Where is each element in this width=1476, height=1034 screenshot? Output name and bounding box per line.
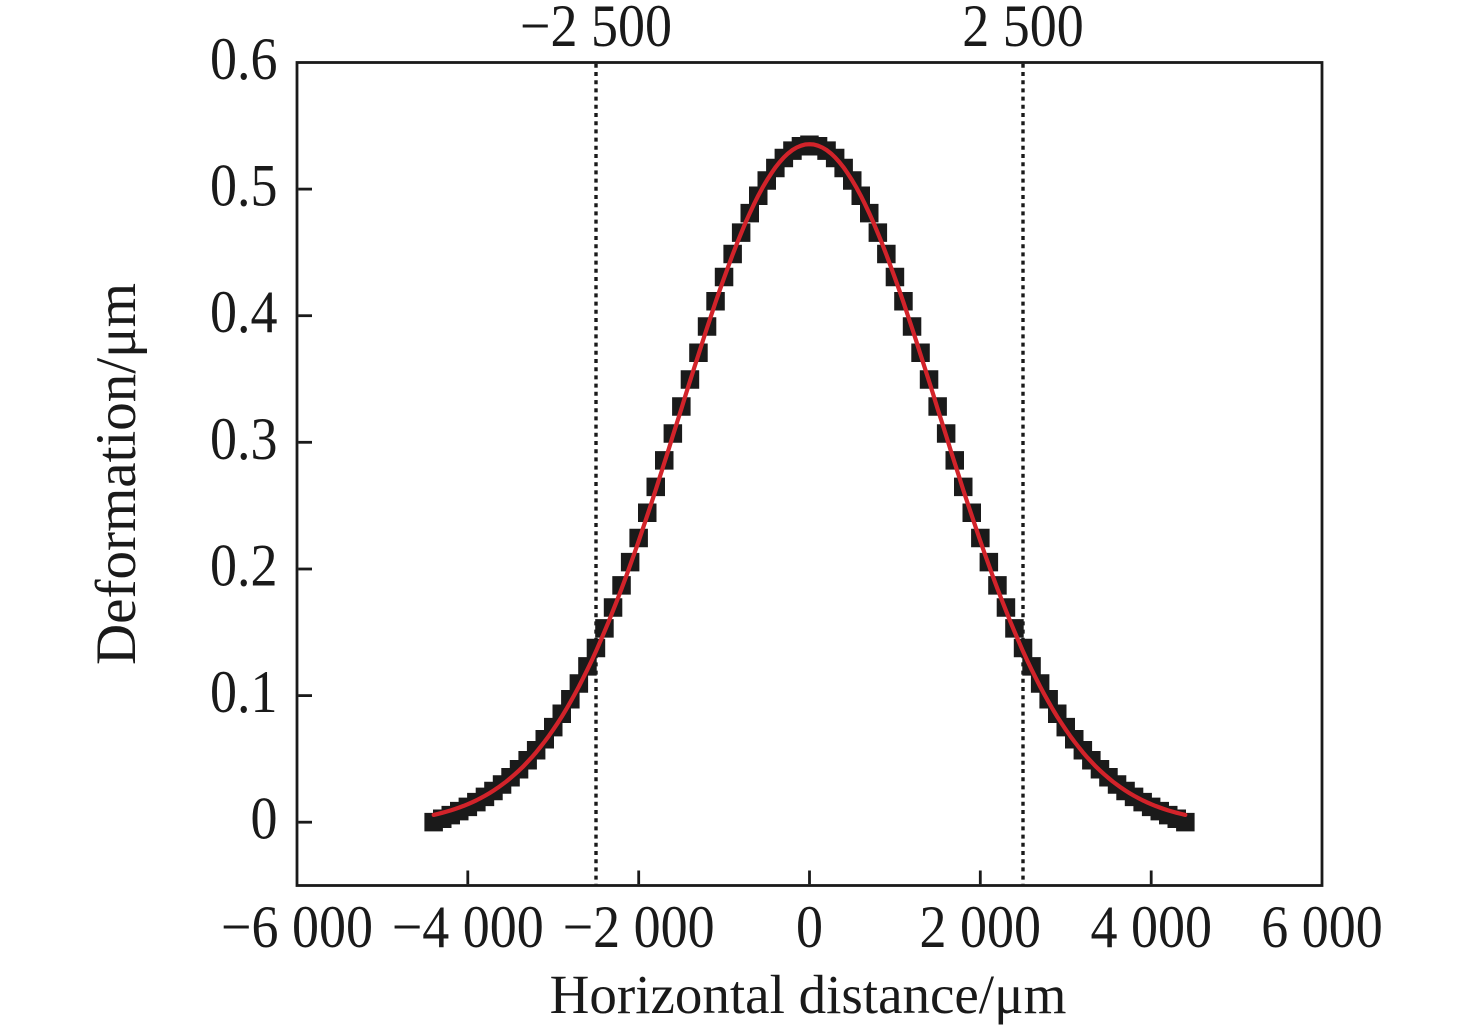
svg-text:−4 000: −4 000 (392, 894, 544, 960)
svg-text:Horizontal distance/μm: Horizontal distance/μm (550, 964, 1067, 1025)
svg-text:0.2: 0.2 (210, 533, 278, 599)
svg-text:0.3: 0.3 (210, 406, 278, 472)
svg-text:−2 500: −2 500 (520, 0, 672, 60)
svg-text:−6 000: −6 000 (221, 894, 373, 960)
svg-text:0.1: 0.1 (210, 659, 278, 725)
svg-text:6 000: 6 000 (1261, 894, 1382, 960)
svg-text:2 500: 2 500 (962, 0, 1083, 60)
svg-text:Deformation/μm: Deformation/μm (85, 283, 148, 665)
svg-text:−2 000: −2 000 (563, 894, 715, 960)
svg-text:0: 0 (796, 894, 823, 960)
svg-text:0.4: 0.4 (210, 280, 278, 346)
svg-text:4 000: 4 000 (1090, 894, 1211, 960)
svg-text:0.6: 0.6 (210, 26, 278, 92)
svg-text:0: 0 (251, 786, 278, 852)
svg-text:0.5: 0.5 (210, 153, 278, 219)
svg-text:2 000: 2 000 (920, 894, 1041, 960)
